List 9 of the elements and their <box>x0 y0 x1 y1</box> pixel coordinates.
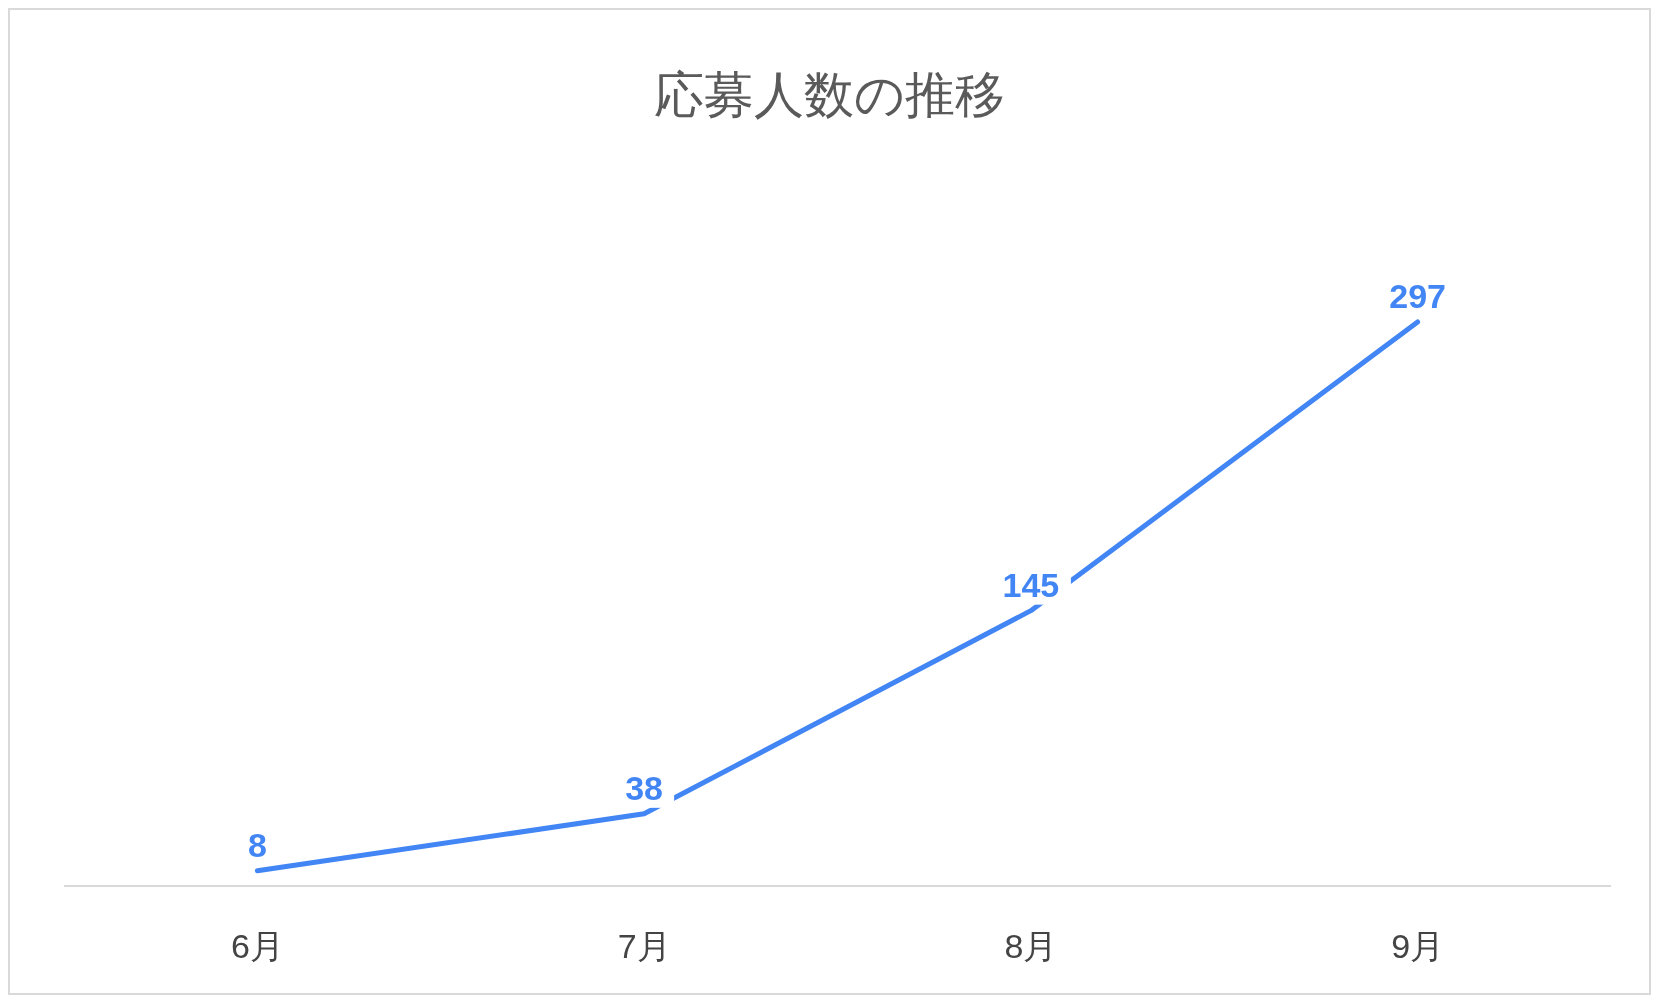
data-label: 145 <box>1002 565 1060 604</box>
chart-title: 応募人数の推移 <box>654 67 1005 123</box>
data-label: 38 <box>625 768 664 807</box>
x-tick-label: 8月 <box>1004 927 1058 965</box>
data-label: 8 <box>247 825 267 864</box>
x-tick-label: 9月 <box>1391 927 1445 965</box>
x-tick-label: 6月 <box>230 927 284 965</box>
data-label: 297 <box>1389 276 1446 315</box>
x-tick-label: 7月 <box>617 927 671 965</box>
